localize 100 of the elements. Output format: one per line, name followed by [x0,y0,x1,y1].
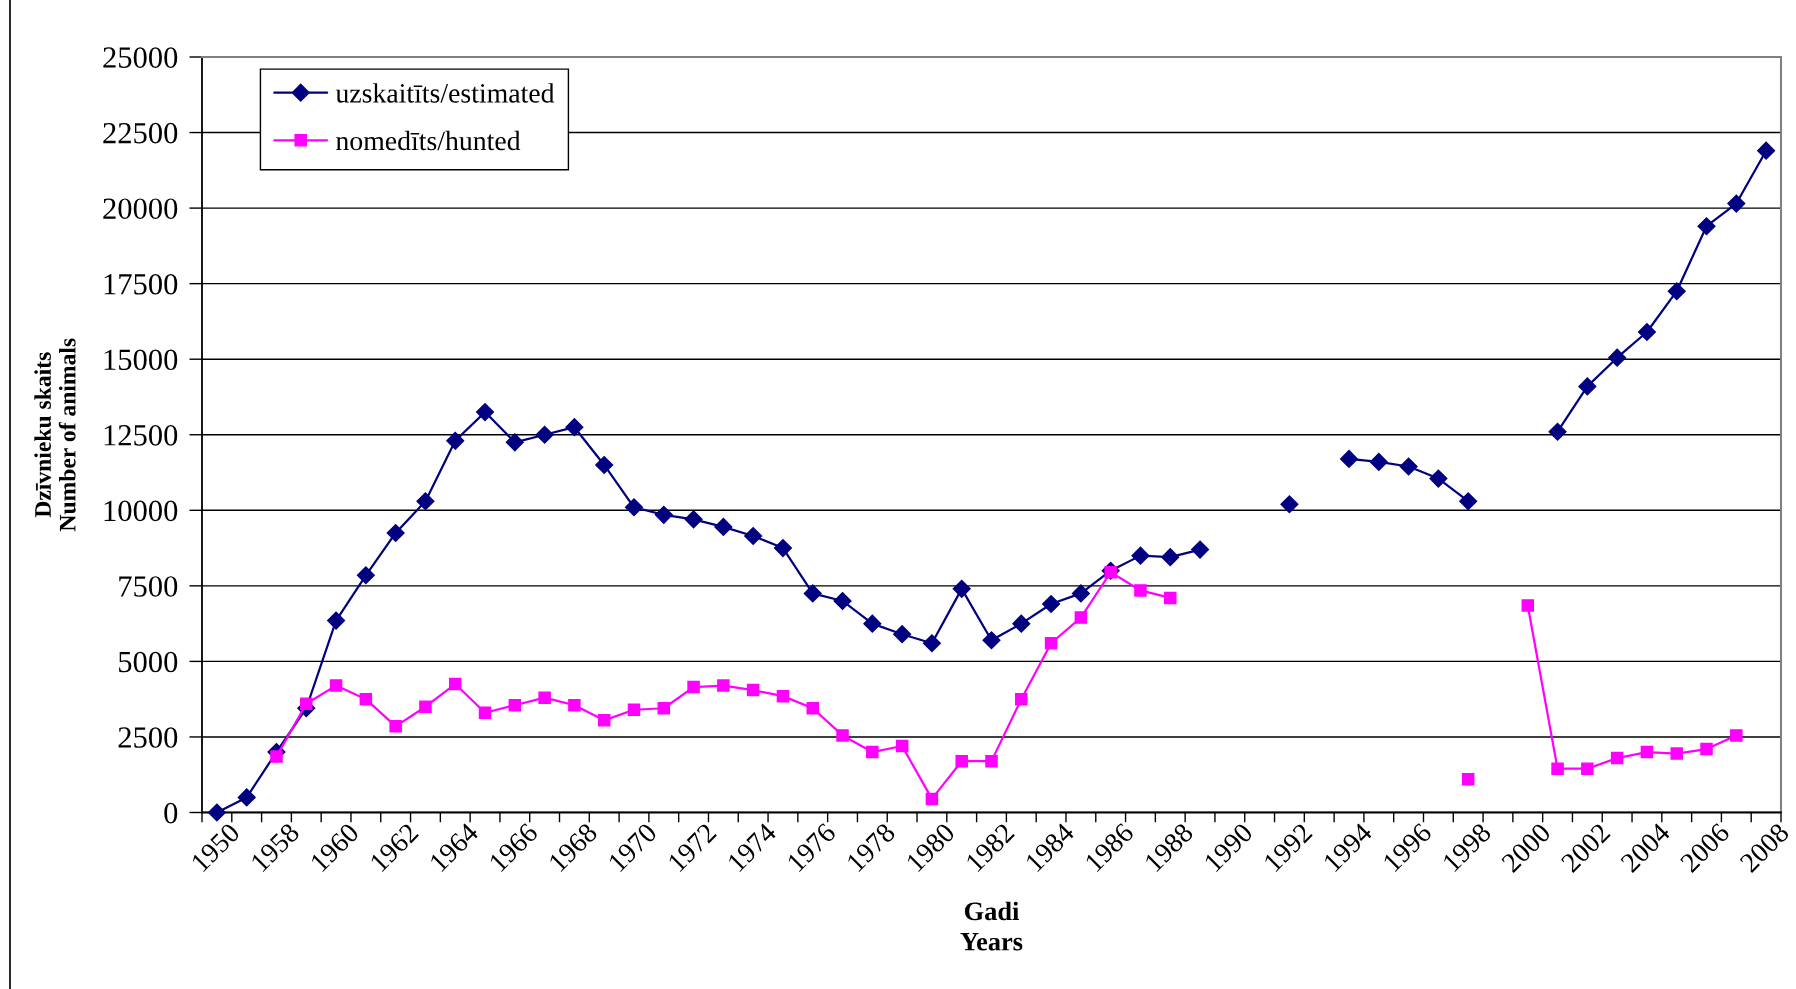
point [419,700,432,713]
point [448,677,462,691]
point [1697,217,1716,236]
point [1637,322,1656,342]
point [866,745,879,759]
point [1578,377,1597,396]
point [1191,540,1210,559]
point [863,614,882,633]
point [270,750,283,763]
point [833,591,852,611]
point [1012,614,1031,633]
point [776,689,790,703]
point [508,698,522,712]
point [955,754,968,768]
point [714,517,733,536]
y-tick-label: 7500 [119,576,178,597]
legend-label: nomedīts/hunted [336,130,521,151]
point [595,455,614,475]
y-tick-label: 10000 [104,500,178,522]
y-tick-label: 5000 [119,651,178,673]
point [1608,348,1627,367]
point [1042,594,1061,614]
point [386,523,405,543]
point [1610,751,1624,765]
point [746,683,760,697]
point [657,701,671,715]
point [1459,492,1478,511]
y-tick-label: 0 [164,802,178,824]
y-tick-label: 12500 [104,425,178,446]
point [1581,762,1594,775]
point [1730,729,1743,742]
point [538,691,551,704]
point [1131,546,1150,565]
point [806,701,819,715]
point [985,754,998,768]
y-tick-label: 2500 [118,727,178,748]
point [1551,762,1564,775]
point [329,679,343,692]
point [237,788,256,807]
point [1429,469,1448,488]
point [744,526,763,546]
point [475,403,495,422]
x-axis-title: Gadi Years [960,901,1023,951]
point [803,584,822,603]
point [565,418,584,437]
y-tick-label: 15000 [104,349,178,371]
point [922,634,941,653]
point [1548,422,1567,441]
point [327,611,346,630]
point [773,539,792,558]
point [684,510,703,529]
point [1667,282,1686,301]
point [982,631,1001,650]
point [389,720,402,733]
y-axis-title: Dzīvnieku skaits Number of animals [34,338,76,532]
point [1369,452,1388,471]
point [535,425,554,444]
point [1044,637,1058,650]
point [1700,742,1713,756]
legend-label: uzskaitīts/estimated [335,83,555,103]
point [446,431,465,450]
point [1015,692,1028,706]
point [1399,457,1418,476]
point [836,729,849,742]
point [1280,495,1299,514]
point [416,492,435,511]
point [952,579,971,598]
point [1461,773,1475,786]
point [1074,611,1088,624]
point [568,698,581,712]
point [925,792,939,806]
point [1757,141,1776,160]
point [1164,591,1177,605]
point [1161,548,1180,567]
point [687,680,700,694]
point [1521,599,1535,612]
y-tick-label: 25000 [103,47,178,68]
point [356,566,375,585]
point [1727,194,1746,213]
y-tick-label: 17500 [104,273,178,295]
point [893,625,912,644]
point [717,679,730,692]
point [1670,747,1683,760]
point [1339,449,1359,468]
point [654,505,673,524]
point [505,433,524,452]
point [895,739,909,753]
point [359,692,373,706]
point [300,697,313,710]
point [1071,584,1090,603]
point [207,803,226,822]
point [627,703,641,717]
y-tick-label: 22500 [103,122,178,144]
point [1640,745,1654,759]
point [1134,584,1147,597]
point [478,706,492,720]
x-tick-label: 1970 [607,822,658,873]
point [624,498,644,517]
point [597,714,611,727]
y-tick-label: 20000 [103,198,178,219]
